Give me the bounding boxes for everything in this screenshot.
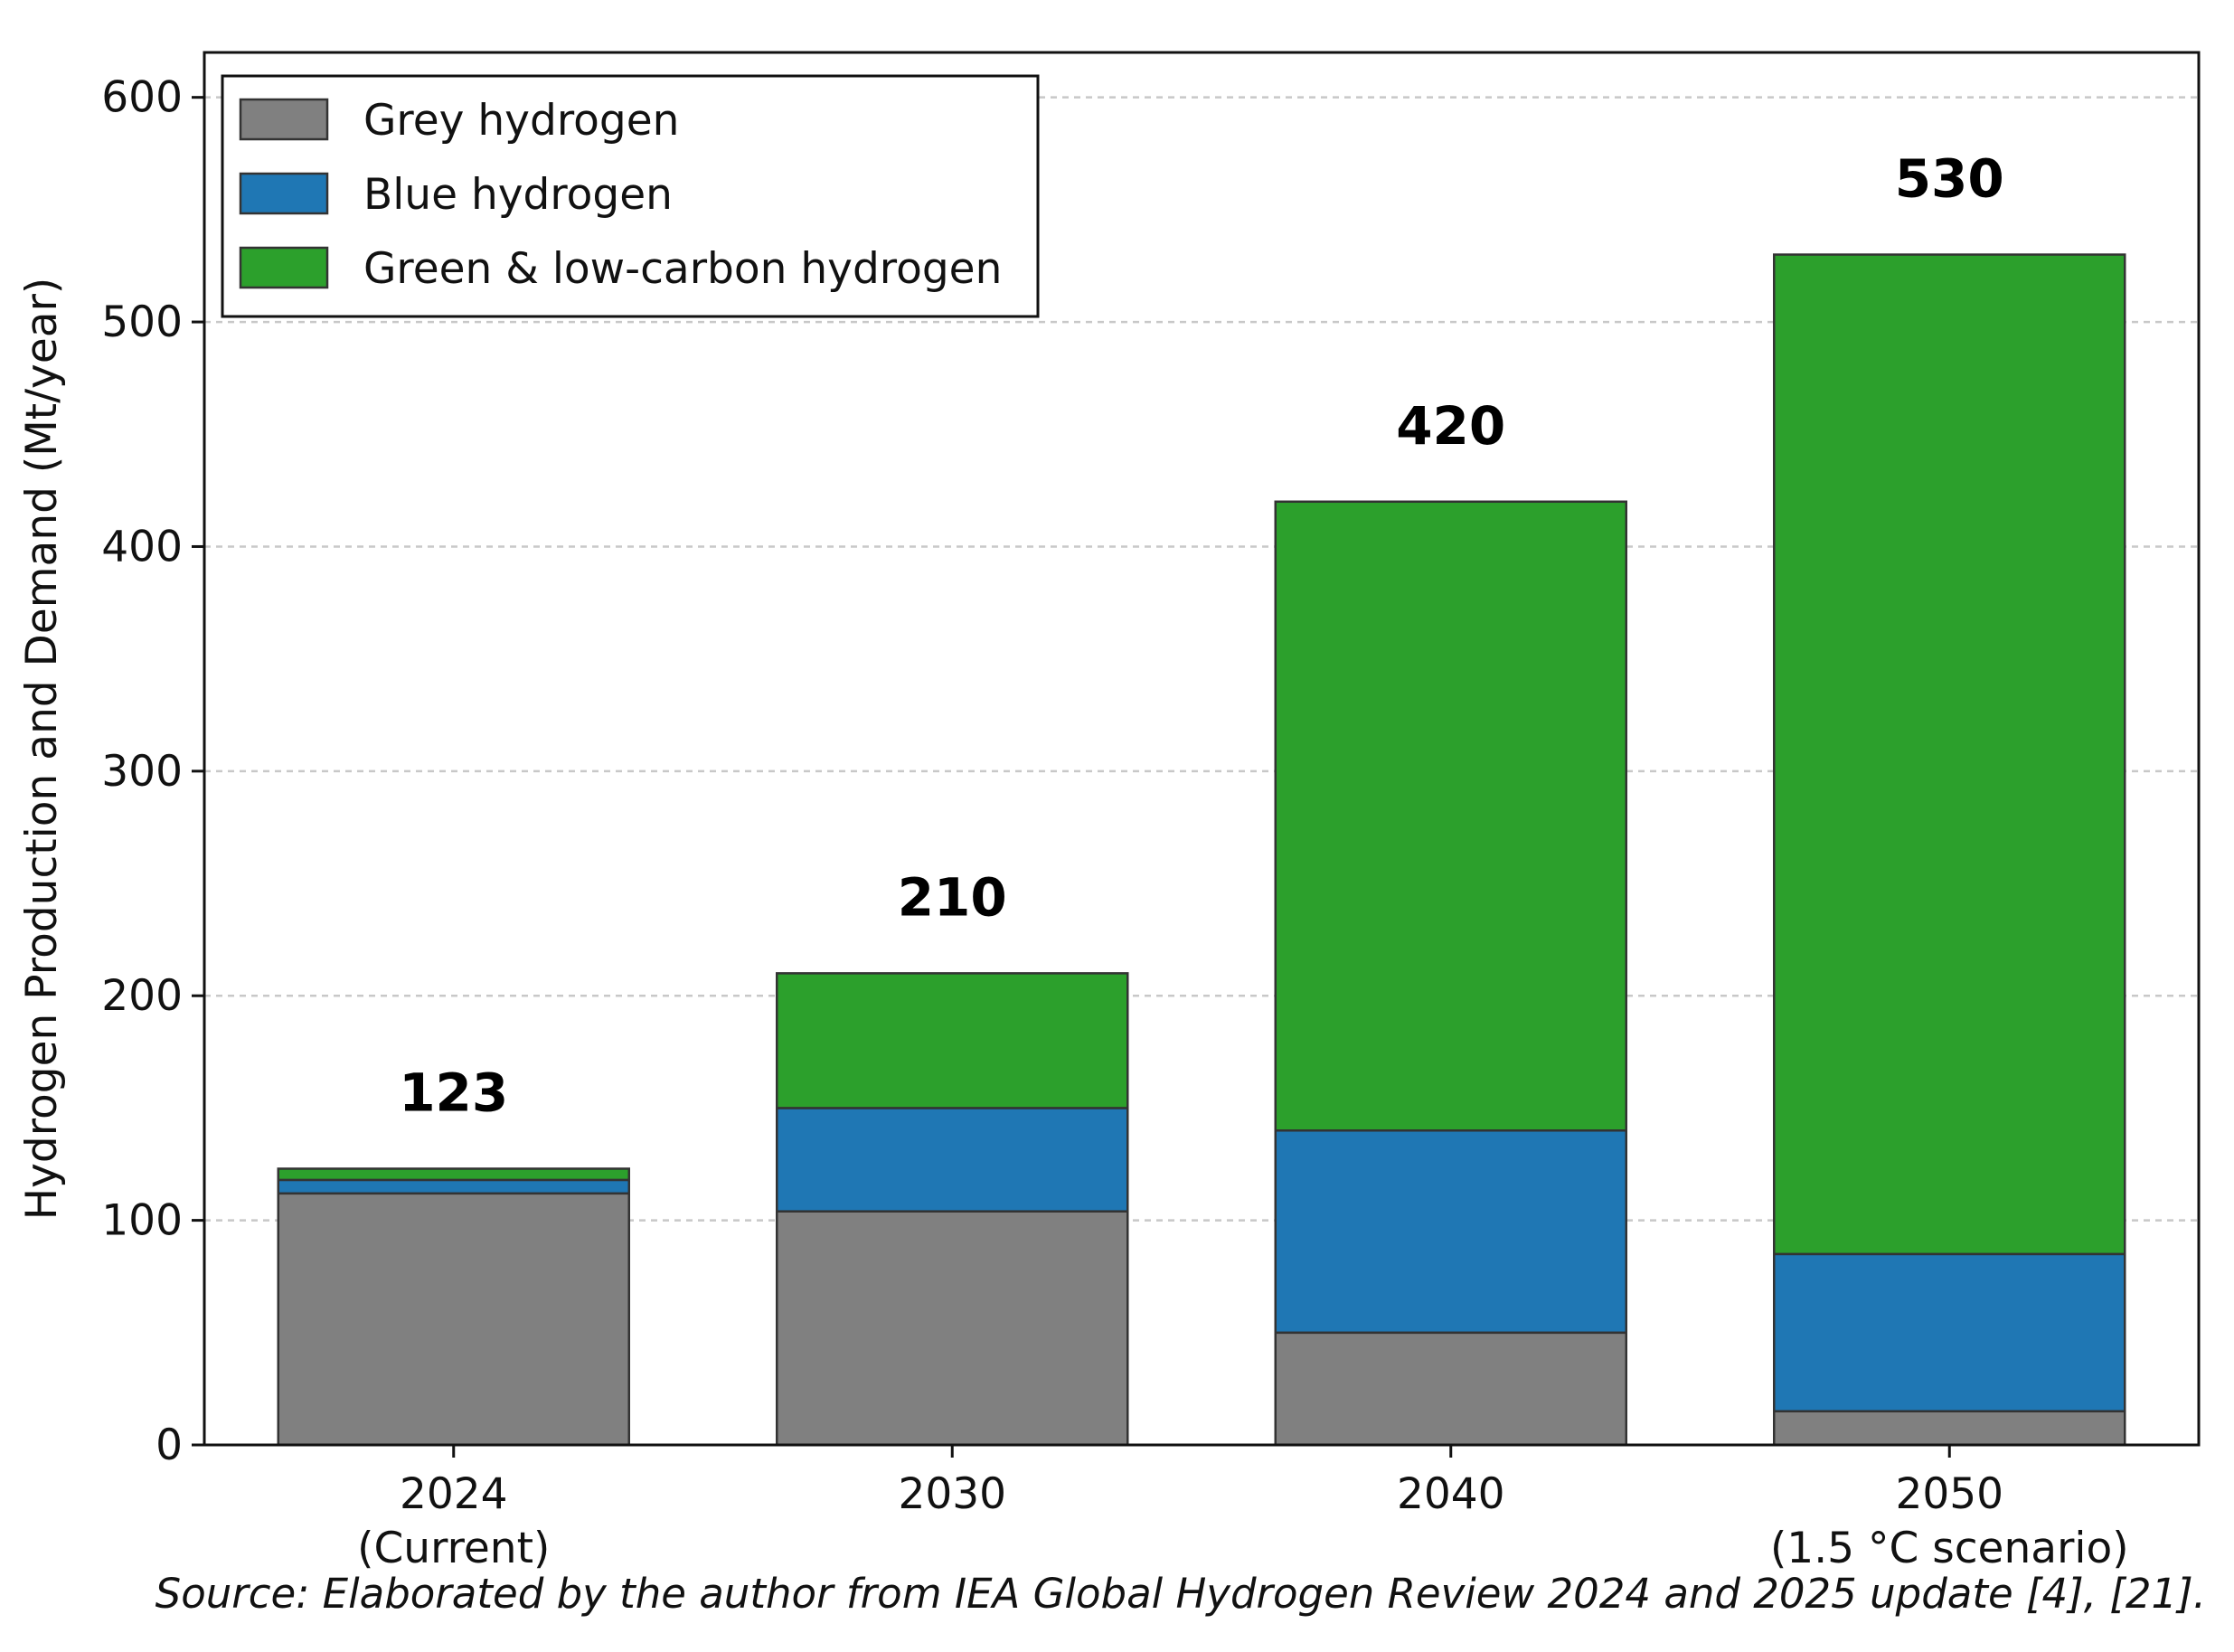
total-label: 123 xyxy=(399,1062,508,1123)
bars xyxy=(277,253,2126,1447)
total-label: 420 xyxy=(1396,395,1505,457)
bar-segment xyxy=(1773,253,2126,1256)
total-label: 210 xyxy=(898,866,1007,928)
bar-segment xyxy=(1274,500,1627,1132)
y-tick-label: 500 xyxy=(101,297,183,347)
bar-segment xyxy=(1274,1331,1627,1447)
bar-segment xyxy=(776,1107,1129,1213)
bar-segment xyxy=(1773,1252,2126,1412)
bar-segment xyxy=(277,1192,630,1447)
bar-segment xyxy=(776,1210,1129,1447)
bar-segment xyxy=(277,1167,630,1182)
x-tick-label: 2050 (1.5 °C scenario) xyxy=(1770,1469,2129,1573)
bar-segment xyxy=(1274,1129,1627,1335)
total-label: 530 xyxy=(1895,148,2004,210)
x-tick-label: 2030 xyxy=(898,1469,1006,1519)
bar-segment xyxy=(277,1178,630,1195)
y-tick-label: 100 xyxy=(101,1196,183,1246)
y-tick-label: 0 xyxy=(156,1421,183,1470)
legend-box xyxy=(221,74,1040,318)
axis-ticks: 0 100 200 300 400 500 600 2024 (Current) 2030 2040… xyxy=(101,73,2128,1573)
legend: Grey hydrogen Blue hydrogen Green & low-ca… xyxy=(221,74,1040,318)
legend-swatch xyxy=(239,172,329,215)
y-tick-label: 600 xyxy=(101,73,183,123)
y-tick-label: 400 xyxy=(101,522,183,571)
legend-label: Blue hydrogen xyxy=(363,170,673,220)
x-tick-label: 2040 xyxy=(1397,1469,1505,1519)
legend-label: Green & low-carbon hydrogen xyxy=(363,244,1002,294)
y-tick-label: 200 xyxy=(101,971,183,1021)
bar-segment xyxy=(776,972,1129,1109)
legend-swatch xyxy=(239,246,329,289)
y-tick-label: 300 xyxy=(101,747,183,797)
source-note: Source: Elaborated by the author from IE… xyxy=(156,1570,2206,1618)
total-labels: 123 210 420 530 xyxy=(399,148,2004,1124)
plot-frame xyxy=(203,51,2201,1447)
bar-segment xyxy=(1773,1410,2126,1447)
y-axis-title: Hydrogen Production and Demand (Mt/year) xyxy=(17,278,67,1220)
legend-swatch xyxy=(239,98,329,141)
x-tick-label: 2024 (Current) xyxy=(357,1469,550,1573)
legend-label: Grey hydrogen xyxy=(363,96,679,146)
